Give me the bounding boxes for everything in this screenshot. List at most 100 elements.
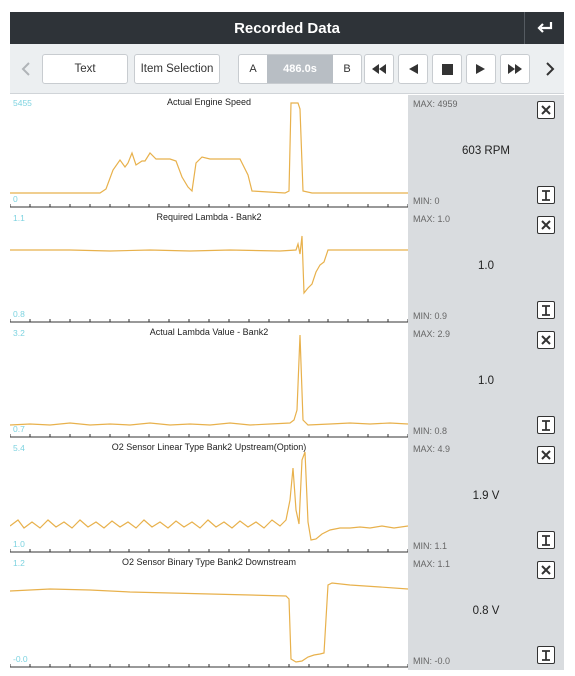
value-sidebar: MAX: 4.9 1.9 V MIN: 1.1: [408, 440, 564, 555]
value-sidebar: MAX: 2.9 1.0 MIN: 0.8: [408, 325, 564, 440]
back-button[interactable]: [524, 12, 564, 44]
close-icon: [541, 450, 551, 460]
title-bar: Recorded Data: [10, 12, 564, 44]
play-reverse-icon: [409, 64, 418, 74]
marker-a-button[interactable]: A: [249, 63, 257, 75]
max-value: MAX: 4959: [413, 99, 458, 109]
item-selection-button[interactable]: Item Selection: [134, 54, 220, 84]
current-value: 1.9 V: [472, 490, 500, 502]
ab-marker-control: A 486.0s B: [238, 54, 362, 84]
graph-title: Required Lambda - Bank2: [156, 212, 262, 222]
i-beam-icon: [542, 534, 550, 546]
graph-panel-engine-speed: Actual Engine Speed 5455 0 MAX: 4959 603…: [10, 95, 564, 210]
close-graph-button[interactable]: [537, 216, 555, 234]
trace-chart: [10, 235, 408, 323]
page-title: Recorded Data: [234, 19, 340, 37]
time-readout: 486.0s: [267, 55, 333, 83]
min-value: MIN: 1.1: [413, 541, 448, 551]
play-button[interactable]: [466, 54, 496, 84]
scale-max-label: 1.2: [13, 558, 25, 568]
max-value: MAX: 1.0: [413, 214, 451, 224]
scale-min-label: 0.8: [13, 309, 25, 319]
graph-area: Actual Engine Speed 5455 0: [10, 95, 408, 210]
scale-min-label: -0.0: [13, 654, 28, 664]
step-back-button[interactable]: [398, 54, 428, 84]
toolbar: Text Item Selection A 486.0s B: [10, 44, 564, 94]
close-icon: [541, 335, 551, 345]
min-value: MIN: 0: [413, 196, 440, 206]
graph-title: O2 Sensor Linear Type Bank2 Upstream(Opt…: [111, 442, 307, 452]
scale-min-label: 1.0: [13, 539, 25, 549]
trace-line: [10, 235, 408, 295]
trace-chart: [10, 334, 408, 438]
range-button[interactable]: [537, 301, 555, 319]
scale-max-label: 5.4: [13, 443, 25, 453]
close-graph-button[interactable]: [537, 561, 555, 579]
chevron-left-icon: [21, 62, 30, 76]
graph-area: Required Lambda - Bank2 1.1 0.8: [10, 210, 408, 325]
current-value: 0.8 V: [472, 605, 500, 617]
next-page-button[interactable]: [538, 56, 562, 82]
scale-min-label: 0: [13, 194, 18, 204]
scale-min-label: 0.7: [13, 424, 25, 434]
scale-max-label: 5455: [13, 98, 32, 108]
max-value: MAX: 4.9: [413, 444, 451, 454]
min-value: MIN: -0.0: [413, 656, 451, 666]
graph-panel-required-lambda: Required Lambda - Bank2 1.1 0.8 MAX: 1.0…: [10, 210, 564, 325]
graph-title: Actual Lambda Value - Bank2: [149, 327, 269, 337]
trace-line: [10, 334, 408, 426]
previous-page-button[interactable]: [14, 56, 38, 82]
graph-panel-actual-lambda: Actual Lambda Value - Bank2 3.2 0.7 MAX:…: [10, 325, 564, 440]
graph-area: O2 Sensor Linear Type Bank2 Upstream(Opt…: [10, 440, 408, 555]
marker-b-button[interactable]: B: [343, 63, 351, 75]
close-icon: [541, 565, 551, 575]
fast-rewind-icon: [372, 64, 386, 74]
graph-panel-o2-upstream: O2 Sensor Linear Type Bank2 Upstream(Opt…: [10, 440, 564, 555]
close-icon: [541, 105, 551, 115]
scale-max-label: 3.2: [13, 328, 25, 338]
graph-title: Actual Engine Speed: [166, 97, 252, 107]
range-button[interactable]: [537, 531, 555, 549]
graph-area: Actual Lambda Value - Bank2 3.2 0.7: [10, 325, 408, 440]
trace-line: [10, 451, 408, 541]
range-button[interactable]: [537, 186, 555, 204]
close-graph-button[interactable]: [537, 101, 555, 119]
trace-chart: [10, 102, 408, 208]
chevron-right-icon: [546, 62, 555, 76]
current-value: 1.0: [478, 375, 494, 387]
i-beam-icon: [542, 189, 550, 201]
current-value: 1.0: [478, 260, 494, 272]
close-graph-button[interactable]: [537, 446, 555, 464]
i-beam-icon: [542, 304, 550, 316]
text-button[interactable]: Text: [42, 54, 128, 84]
trace-chart: [10, 451, 408, 553]
min-value: MIN: 0.8: [413, 426, 448, 436]
value-sidebar: MAX: 1.0 1.0 MIN: 0.9: [408, 210, 564, 325]
graph-area: O2 Sensor Binary Type Bank2 Downstream 1…: [10, 555, 408, 670]
fast-rewind-button[interactable]: [364, 54, 394, 84]
scale-max-label: 1.1: [13, 213, 25, 223]
range-button[interactable]: [537, 646, 555, 664]
max-value: MAX: 2.9: [413, 329, 451, 339]
trace-chart: [10, 582, 408, 668]
current-value: 603 RPM: [462, 145, 510, 157]
close-graph-button[interactable]: [537, 331, 555, 349]
max-value: MAX: 1.1: [413, 559, 451, 569]
trace-line: [10, 582, 408, 663]
range-button[interactable]: [537, 416, 555, 434]
stop-button[interactable]: [432, 54, 462, 84]
fast-forward-button[interactable]: [500, 54, 530, 84]
fast-forward-icon: [508, 64, 522, 74]
play-icon: [476, 64, 485, 74]
graph-panel-o2-downstream: O2 Sensor Binary Type Bank2 Downstream 1…: [10, 555, 564, 670]
i-beam-icon: [542, 419, 550, 431]
i-beam-icon: [542, 649, 550, 661]
graph-title: O2 Sensor Binary Type Bank2 Downstream: [122, 557, 296, 567]
min-value: MIN: 0.9: [413, 311, 448, 321]
value-sidebar: MAX: 4959 603 RPM MIN: 0: [408, 95, 564, 210]
return-arrow-icon: [536, 22, 552, 33]
stop-icon: [441, 63, 453, 75]
value-sidebar: MAX: 1.1 0.8 V MIN: -0.0: [408, 555, 564, 670]
close-icon: [541, 220, 551, 230]
trace-line: [10, 102, 408, 194]
